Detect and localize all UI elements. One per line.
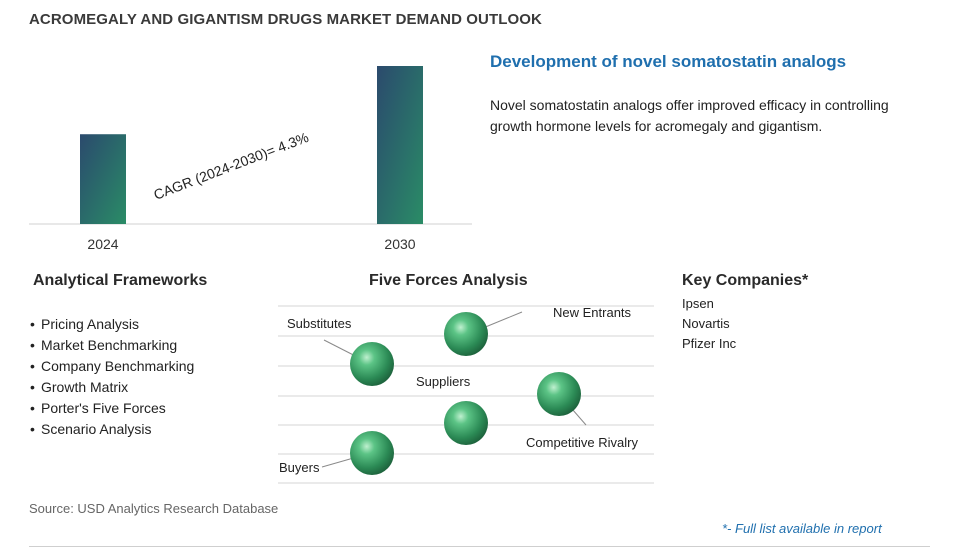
key-companies-list: Ipsen Novartis Pfizer Inc: [682, 294, 736, 354]
frameworks-title: Analytical Frameworks: [33, 272, 208, 289]
five-forces-title: Five Forces Analysis: [369, 272, 528, 289]
frameworks-list: • Pricing Analysis • Market Benchmarking •…: [30, 314, 194, 440]
new-entrants-sphere: [444, 312, 488, 356]
competitive-rivalry-sphere: [537, 372, 581, 416]
cagr-annotation: CAGR (2024-2030)= 4.3%: [151, 129, 310, 203]
buyers-sphere: [350, 431, 394, 475]
connector-line: [465, 311, 523, 336]
list-item: • Growth Matrix: [30, 377, 194, 398]
substitutes-sphere: [350, 342, 394, 386]
footnote: *- Full list available in report: [722, 521, 882, 536]
bar-2030: [377, 66, 423, 224]
force-label-competitive-rivalry: Competitive Rivalry: [526, 435, 638, 450]
suppliers-sphere: [444, 401, 488, 445]
bullet-icon: •: [30, 400, 35, 416]
connector-line: [558, 393, 587, 426]
bullet-icon: •: [30, 421, 35, 437]
company-item: Ipsen: [682, 296, 714, 311]
bar-chart: 2024 2030 CAGR (2024-2030)= 4.3%: [29, 66, 472, 252]
connector-line: [323, 339, 372, 365]
page-title: ACROMEGALY AND GIGANTISM DRUGS MARKET DE…: [29, 11, 542, 28]
source-note: Source: USD Analytics Research Database: [29, 501, 279, 516]
key-companies-title: Key Companies*: [682, 272, 809, 289]
headline: Development of novel somatostatin analog…: [490, 52, 847, 71]
description: Novel somatostatin analogs offer improve…: [490, 97, 889, 134]
force-label-substitutes: Substitutes: [287, 316, 352, 331]
bullet-icon: •: [30, 379, 35, 395]
list-item: • Market Benchmarking: [30, 335, 194, 356]
force-label-new-entrants: New Entrants: [553, 305, 632, 320]
bar-2024: [80, 134, 126, 224]
bullet-icon: •: [30, 337, 35, 353]
bottom-divider: [29, 546, 930, 547]
company-item: Pfizer Inc: [682, 336, 737, 351]
x-tick-label: 2030: [384, 236, 415, 252]
list-item: • Pricing Analysis: [30, 314, 194, 335]
list-item: • Company Benchmarking: [30, 356, 194, 377]
company-item: Novartis: [682, 316, 730, 331]
bullet-icon: •: [30, 316, 35, 332]
bullet-icon: •: [30, 358, 35, 374]
x-tick-label: 2024: [87, 236, 118, 252]
force-label-buyers: Buyers: [279, 460, 320, 475]
list-item: • Porter's Five Forces: [30, 398, 194, 419]
force-label-suppliers: Suppliers: [416, 374, 471, 389]
list-item: • Scenario Analysis: [30, 419, 194, 440]
connector-line: [321, 452, 372, 468]
